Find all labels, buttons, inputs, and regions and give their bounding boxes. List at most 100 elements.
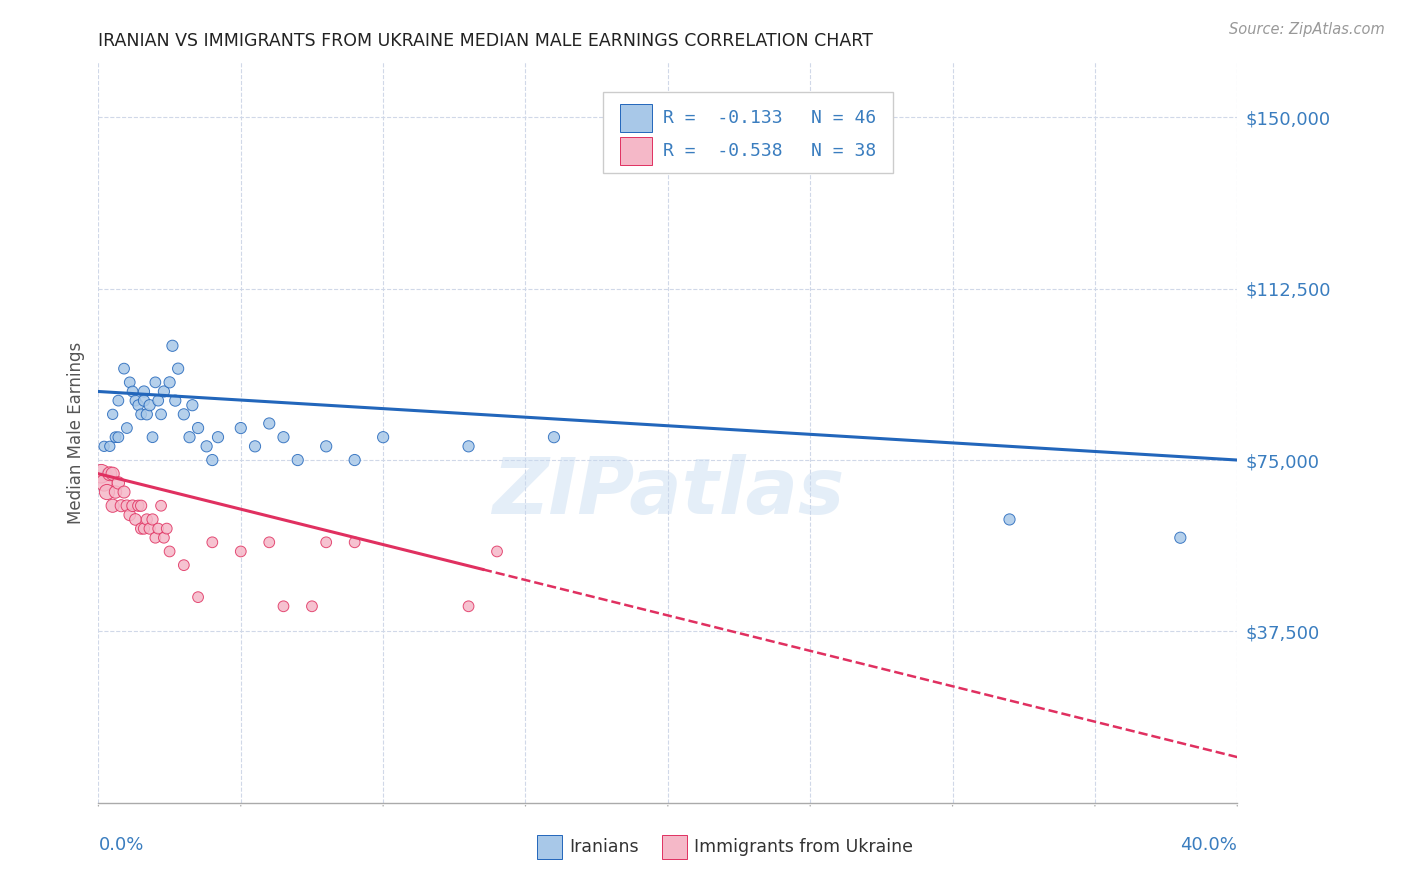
Point xyxy=(229,544,252,558)
Point xyxy=(98,467,121,481)
Point xyxy=(153,531,176,545)
Point xyxy=(229,421,252,435)
Point xyxy=(173,558,195,573)
Point xyxy=(195,439,218,453)
Text: N = 46: N = 46 xyxy=(811,109,876,127)
Point xyxy=(107,430,129,444)
Point xyxy=(138,398,160,412)
Point xyxy=(543,430,565,444)
Point xyxy=(135,512,157,526)
Point xyxy=(93,439,115,453)
Point xyxy=(167,361,190,376)
FancyBboxPatch shape xyxy=(603,92,893,173)
Text: R =  -0.133: R = -0.133 xyxy=(664,109,783,127)
Bar xyxy=(662,836,688,859)
Point xyxy=(101,499,124,513)
Point xyxy=(343,453,366,467)
Point xyxy=(162,339,184,353)
Point xyxy=(104,485,127,500)
Point xyxy=(201,453,224,467)
Point xyxy=(159,376,181,390)
Point xyxy=(179,430,201,444)
Point xyxy=(96,467,118,481)
Text: Immigrants from Ukraine: Immigrants from Ukraine xyxy=(695,838,912,856)
Point xyxy=(457,599,479,614)
Point xyxy=(115,421,138,435)
Point xyxy=(129,522,152,536)
Point xyxy=(101,467,124,481)
Point xyxy=(315,535,337,549)
Point xyxy=(1170,531,1192,545)
Point xyxy=(156,522,179,536)
Point xyxy=(132,522,155,536)
Point xyxy=(132,393,155,408)
Point xyxy=(165,393,187,408)
Point xyxy=(998,512,1021,526)
Point xyxy=(153,384,176,399)
Point xyxy=(118,376,141,390)
Point xyxy=(138,522,160,536)
Point xyxy=(148,393,170,408)
Point xyxy=(207,430,229,444)
Point xyxy=(273,430,295,444)
Point xyxy=(287,453,309,467)
Point xyxy=(159,544,181,558)
Text: Source: ZipAtlas.com: Source: ZipAtlas.com xyxy=(1229,22,1385,37)
Point xyxy=(93,475,115,490)
Point xyxy=(301,599,323,614)
Point xyxy=(129,499,152,513)
Point xyxy=(150,499,173,513)
Point xyxy=(173,408,195,422)
Text: R =  -0.538: R = -0.538 xyxy=(664,143,783,161)
Point xyxy=(187,590,209,604)
Point xyxy=(98,439,121,453)
Point xyxy=(259,535,281,549)
Point xyxy=(127,398,149,412)
Point xyxy=(373,430,395,444)
Text: ZIPatlas: ZIPatlas xyxy=(492,454,844,530)
Point xyxy=(315,439,337,453)
Point xyxy=(118,508,141,522)
Point xyxy=(112,485,135,500)
Point xyxy=(107,393,129,408)
Text: Iranians: Iranians xyxy=(569,838,638,856)
Point xyxy=(259,417,281,431)
Bar xyxy=(537,836,562,859)
Point xyxy=(145,376,167,390)
Point xyxy=(187,421,209,435)
Bar xyxy=(620,137,652,165)
Point xyxy=(124,393,146,408)
Point xyxy=(101,408,124,422)
Point xyxy=(457,439,479,453)
Point xyxy=(132,384,155,399)
Y-axis label: Median Male Earnings: Median Male Earnings xyxy=(66,342,84,524)
Point xyxy=(150,408,173,422)
Point xyxy=(127,499,149,513)
Point xyxy=(96,485,118,500)
Point xyxy=(112,361,135,376)
Point xyxy=(486,544,509,558)
Point xyxy=(135,408,157,422)
Point xyxy=(121,499,143,513)
Point xyxy=(343,535,366,549)
Point xyxy=(273,599,295,614)
Point xyxy=(124,512,146,526)
Point xyxy=(145,531,167,545)
Point xyxy=(141,430,163,444)
Text: IRANIAN VS IMMIGRANTS FROM UKRAINE MEDIAN MALE EARNINGS CORRELATION CHART: IRANIAN VS IMMIGRANTS FROM UKRAINE MEDIA… xyxy=(98,32,873,50)
Point xyxy=(110,499,132,513)
Point xyxy=(243,439,266,453)
Point xyxy=(181,398,204,412)
Point xyxy=(141,512,163,526)
Point xyxy=(115,499,138,513)
Point xyxy=(129,408,152,422)
Point xyxy=(201,535,224,549)
Point xyxy=(104,430,127,444)
Point xyxy=(148,522,170,536)
Text: 0.0%: 0.0% xyxy=(98,836,143,855)
Text: 40.0%: 40.0% xyxy=(1181,836,1237,855)
Point xyxy=(107,475,129,490)
Bar xyxy=(620,103,652,132)
Point xyxy=(121,384,143,399)
Text: N = 38: N = 38 xyxy=(811,143,876,161)
